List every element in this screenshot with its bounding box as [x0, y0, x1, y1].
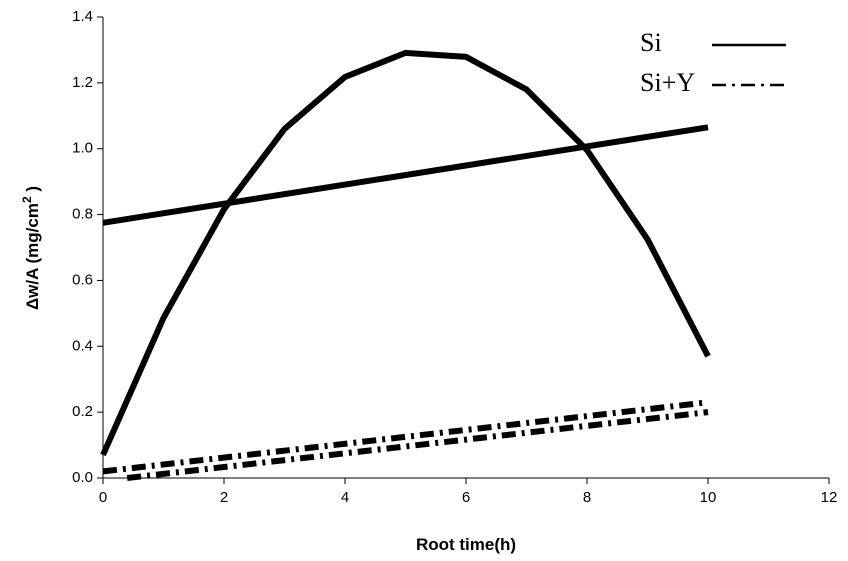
x-tick-label: 8	[583, 489, 591, 506]
y-tick-label: 0.2	[72, 403, 93, 420]
y-axis-label-end: )	[23, 186, 42, 196]
y-axis-label-text: Δw/A (mg/cm	[23, 203, 42, 310]
y-axis-label-sup: 2	[20, 196, 34, 203]
x-tick-label: 12	[821, 489, 838, 506]
x-tick-label: 6	[462, 489, 470, 506]
series-line	[126, 409, 709, 481]
x-axis-label: Root time(h)	[416, 535, 516, 554]
x-tick-label: 10	[700, 489, 717, 506]
y-tick-label: 0.4	[72, 337, 93, 354]
y-tick-label: 1.0	[72, 140, 93, 157]
y-tick-label: 0.8	[72, 206, 93, 223]
y-tick-label: 0.6	[72, 271, 93, 288]
y-tick-label: 1.2	[72, 74, 93, 91]
legend-label: Si	[640, 28, 662, 57]
series-line	[102, 399, 709, 475]
y-axis-label: Δw/A (mg/cm2 )	[20, 186, 42, 310]
series-line	[102, 124, 709, 226]
y-tick-label: 0.0	[72, 469, 93, 486]
series-line	[100, 49, 711, 457]
x-tick-label: 4	[341, 489, 349, 506]
x-tick-label: 2	[220, 489, 228, 506]
legend-label: Si+Y	[640, 68, 695, 97]
x-tick-label: 0	[99, 489, 107, 506]
y-tick-label: 1.4	[72, 8, 93, 25]
